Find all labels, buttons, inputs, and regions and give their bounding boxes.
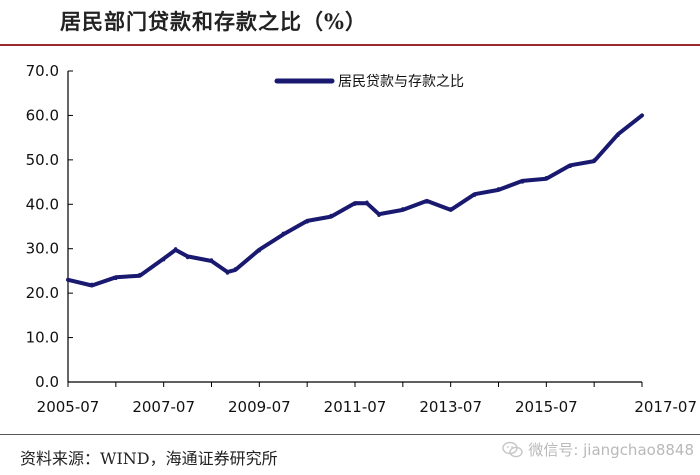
series-point bbox=[66, 278, 70, 282]
series-point bbox=[281, 231, 285, 235]
source-bar: 资料来源：WIND，海通证券研究所 微信号: jiangchao8848 bbox=[0, 434, 700, 475]
series-point bbox=[544, 176, 548, 180]
series-point bbox=[174, 247, 178, 251]
series-layer bbox=[66, 113, 644, 288]
watermark-text: 微信号: jiangchao8848 bbox=[528, 441, 694, 459]
series-point bbox=[365, 200, 369, 204]
watermark: 微信号: jiangchao8848 bbox=[502, 439, 694, 460]
series-line bbox=[66, 113, 644, 288]
series-point bbox=[520, 180, 525, 184]
y-tick-label: 0.0 bbox=[35, 373, 59, 391]
y-tick-label: 50.0 bbox=[26, 151, 59, 169]
series-point bbox=[640, 113, 644, 118]
series-point bbox=[425, 200, 429, 204]
y-tick-label: 10.0 bbox=[26, 329, 59, 347]
x-tick-label: 2017-07 bbox=[634, 398, 697, 416]
source-note: 资料来源：WIND，海通证券研究所 bbox=[20, 449, 278, 468]
series-point bbox=[401, 207, 405, 211]
series-point bbox=[449, 207, 453, 211]
series-point bbox=[377, 213, 381, 217]
series-point bbox=[138, 272, 142, 277]
x-tick-label: 2007-07 bbox=[132, 398, 195, 416]
chart-title: 居民部门贷款和存款之比（%） bbox=[60, 9, 367, 34]
series-point bbox=[329, 213, 333, 217]
series-point bbox=[209, 258, 214, 262]
series-point bbox=[233, 267, 238, 271]
chart-legend: 居民贷款与存款之比 bbox=[274, 74, 464, 90]
y-tick-label: 40.0 bbox=[26, 195, 59, 213]
x-tick-label: 2015-07 bbox=[515, 398, 578, 416]
chart-axes: 0.0 10.0 20.0 30.0 40.0 50.0 60.0 70.0 2005-07 20… bbox=[26, 62, 697, 416]
series-point bbox=[257, 249, 261, 253]
series-point bbox=[305, 220, 309, 224]
series-point bbox=[616, 133, 620, 138]
y-tick-label: 20.0 bbox=[26, 284, 59, 302]
x-tick-label: 2013-07 bbox=[419, 398, 482, 416]
x-tick-label: 2011-07 bbox=[324, 398, 387, 416]
y-tick-label: 30.0 bbox=[26, 240, 59, 258]
series-point bbox=[496, 187, 501, 191]
series-point bbox=[114, 276, 118, 281]
series-point bbox=[225, 271, 230, 275]
series-point bbox=[353, 202, 357, 206]
x-tick-label: 2005-07 bbox=[37, 398, 100, 416]
legend-label: 居民贷款与存款之比 bbox=[338, 74, 464, 90]
y-tick-label: 70.0 bbox=[26, 62, 59, 80]
series-point bbox=[568, 164, 572, 169]
x-tick-label: 2009-07 bbox=[228, 398, 291, 416]
series-point bbox=[90, 282, 94, 286]
series-point bbox=[162, 258, 166, 262]
series-point bbox=[185, 256, 190, 260]
line-chart: 0.0 10.0 20.0 30.0 40.0 50.0 60.0 70.0 2005-07 20… bbox=[26, 62, 697, 416]
series-point bbox=[472, 193, 477, 197]
title-bar: 居民部门贷款和存款之比（%） bbox=[0, 0, 700, 46]
series-point bbox=[592, 158, 596, 162]
wechat-icon bbox=[502, 441, 524, 457]
y-tick-label: 60.0 bbox=[26, 106, 59, 124]
